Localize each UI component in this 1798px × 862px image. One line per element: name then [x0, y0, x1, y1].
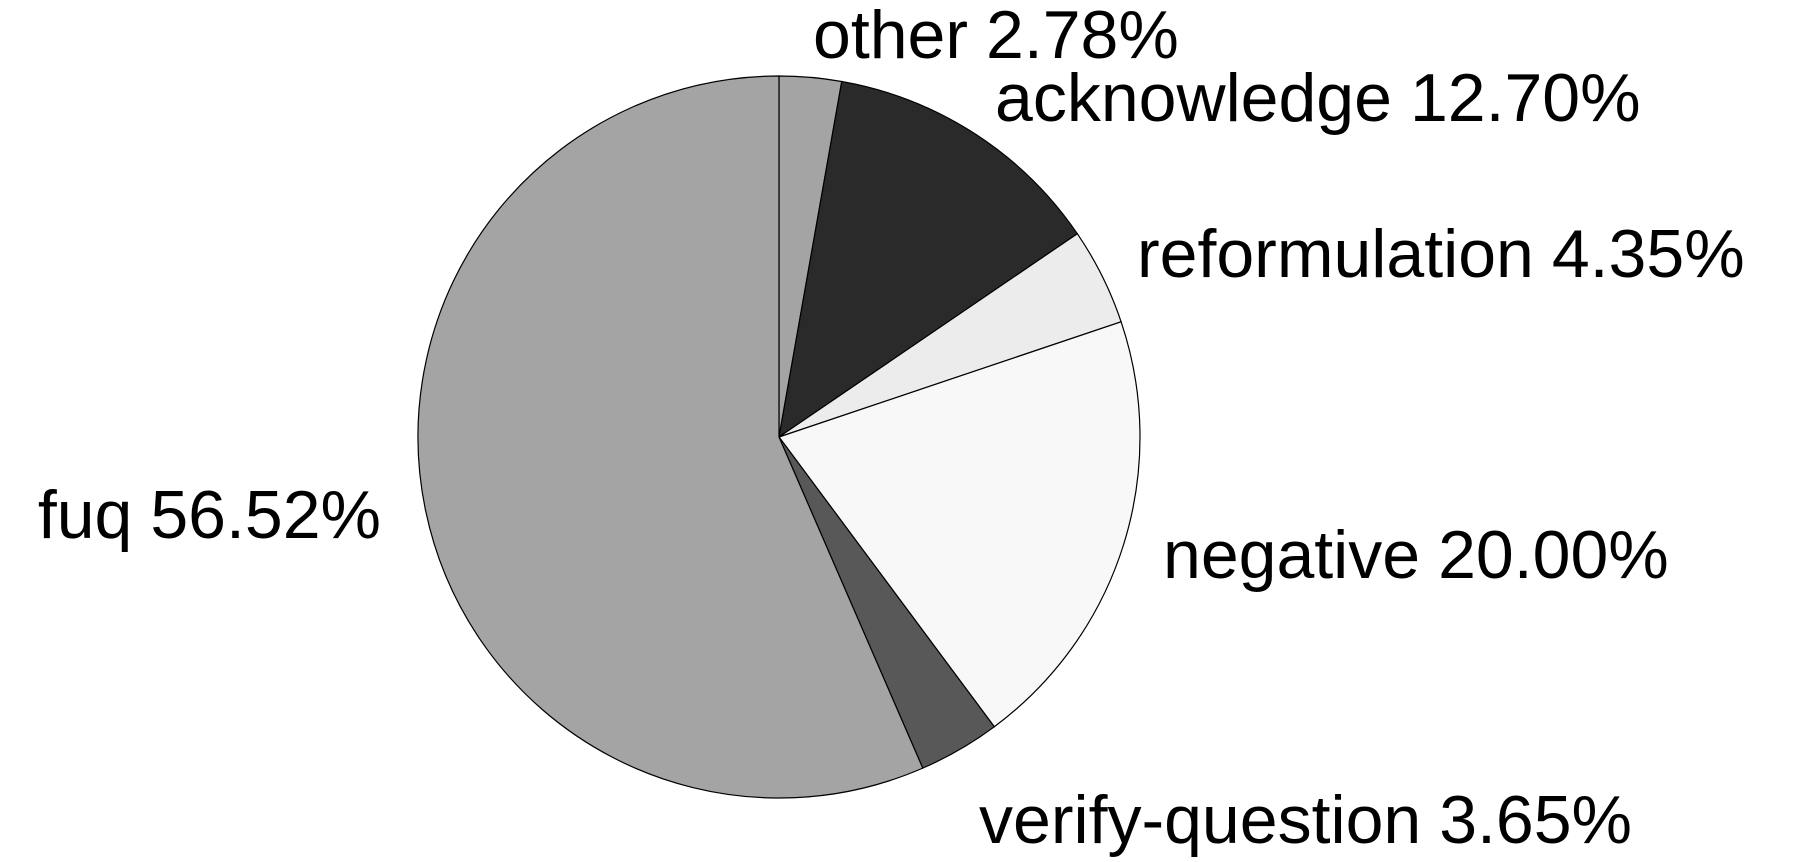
slice-value: 12.70% [1410, 60, 1641, 136]
slice-label: reformulation 4.35% [1137, 216, 1745, 292]
slice-category: verify-question [979, 782, 1421, 858]
slice-label: negative 20.00% [1163, 517, 1669, 593]
slice-value: 4.35% [1552, 216, 1745, 292]
slice-category: other [813, 0, 968, 73]
pie-slice [778, 321, 1141, 728]
slice-value: 2.78% [986, 0, 1179, 73]
slice-category: acknowledge [995, 60, 1392, 136]
slice-category: fuq [38, 477, 133, 553]
slice-value: 56.52% [150, 477, 381, 553]
slice-category: reformulation [1137, 216, 1534, 292]
slice-label: other 2.78% [813, 0, 1179, 73]
slice-value: 3.65% [1439, 782, 1632, 858]
pie-slice [778, 80, 1079, 439]
slice-label: acknowledge 12.70% [995, 60, 1641, 136]
slice-label: verify-question 3.65% [979, 782, 1632, 858]
slice-category: negative [1163, 517, 1420, 593]
pie-slice [417, 75, 924, 799]
slice-label: fuq 56.52% [38, 477, 381, 553]
slice-value: 20.00% [1438, 517, 1669, 593]
